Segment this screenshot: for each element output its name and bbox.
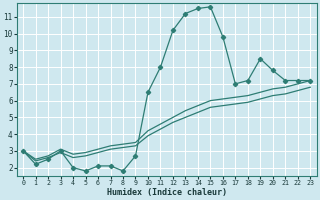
X-axis label: Humidex (Indice chaleur): Humidex (Indice chaleur) — [107, 188, 227, 197]
